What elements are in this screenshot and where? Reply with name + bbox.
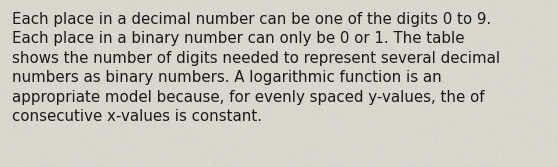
Text: Each place in a decimal number can be one of the digits 0 to 9.
Each place in a : Each place in a decimal number can be on… [12, 12, 501, 124]
